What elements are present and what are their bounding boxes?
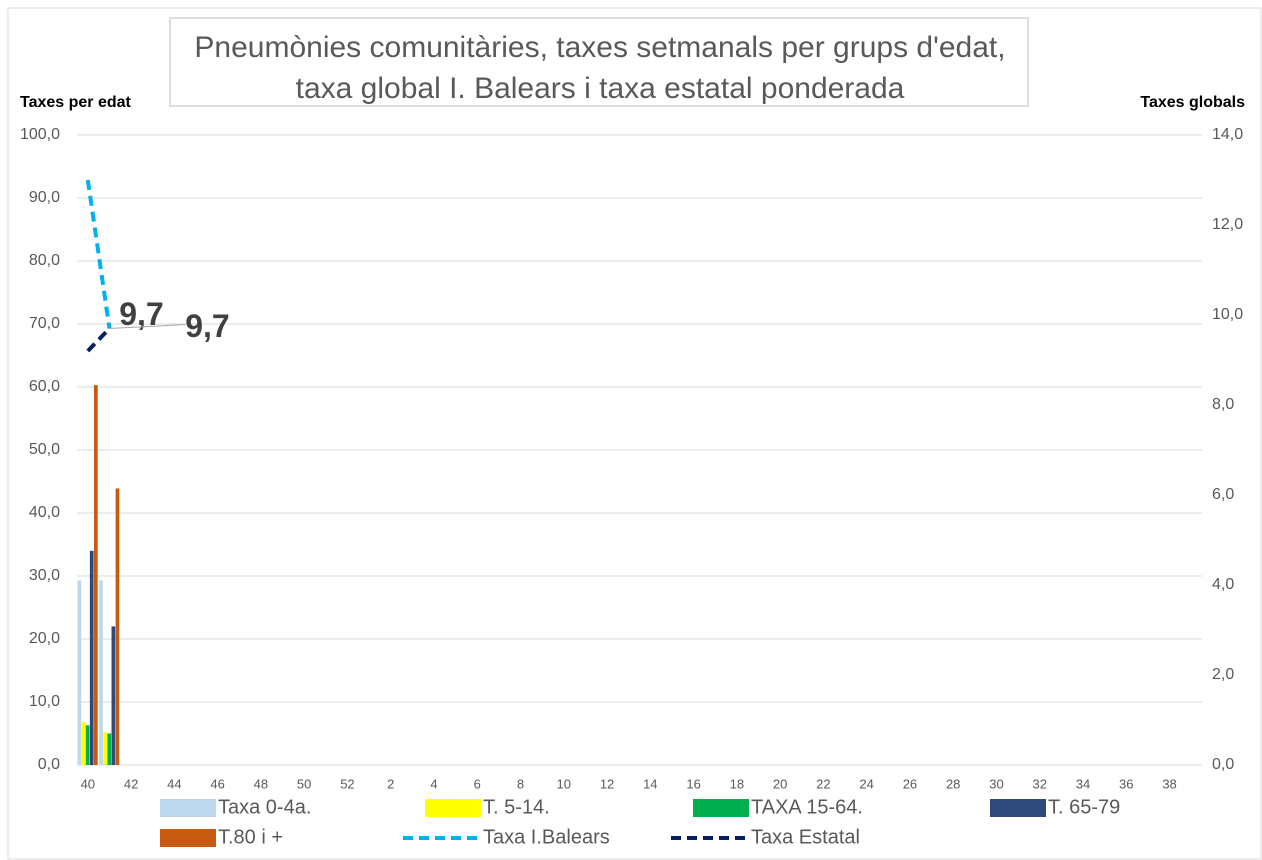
x-tick-label: 14 xyxy=(643,776,657,791)
x-tick-label: 50 xyxy=(297,776,311,791)
bar xyxy=(81,722,86,765)
leader-line xyxy=(109,324,186,329)
line xyxy=(85,179,112,329)
legend-label: T. 65-79 xyxy=(1048,796,1120,818)
y-tick-label: 40,0 xyxy=(29,504,60,521)
y-tick-label: 50,0 xyxy=(29,441,60,458)
bar xyxy=(99,580,103,765)
x-tick-label: 40 xyxy=(81,776,95,791)
x-tick-label: 12 xyxy=(600,776,614,791)
y-tick-label: 80,0 xyxy=(29,252,60,269)
y-tick-label: 10,0 xyxy=(29,693,60,710)
y-axis-title: Taxes per edat xyxy=(20,94,132,111)
bar xyxy=(111,626,116,765)
x-tick-label: 26 xyxy=(903,776,917,791)
y2-tick-label: 2,0 xyxy=(1212,666,1234,683)
bar xyxy=(103,732,107,765)
y-tick-label: 100,0 xyxy=(20,126,60,143)
y-tick-label: 0,0 xyxy=(38,756,60,773)
y2-tick-label: 8,0 xyxy=(1212,396,1234,413)
x-tick-label: 10 xyxy=(557,776,571,791)
x-tick-label: 20 xyxy=(773,776,787,791)
y-tick-label: 60,0 xyxy=(29,378,60,395)
y2-tick-label: 4,0 xyxy=(1212,576,1234,593)
y-tick-label: 30,0 xyxy=(29,567,60,584)
y2-tick-label: 12,0 xyxy=(1212,216,1243,233)
legend-label: T. 5-14. xyxy=(483,796,550,818)
x-tick-label: 38 xyxy=(1162,776,1176,791)
legend-label: Taxa 0-4a. xyxy=(218,796,311,818)
legend-label: T.80 i + xyxy=(218,826,283,848)
legend-swatch xyxy=(990,799,1046,817)
y-tick-label: 20,0 xyxy=(29,630,60,647)
bar xyxy=(77,580,82,765)
y2-tick-label: 14,0 xyxy=(1212,126,1243,143)
legend-label: Taxa I.Balears xyxy=(483,826,610,848)
x-tick-label: 8 xyxy=(517,776,524,791)
bar xyxy=(93,385,98,765)
x-tick-label: 2 xyxy=(387,776,394,791)
legend-swatch xyxy=(160,829,216,847)
x-tick-label: 16 xyxy=(686,776,700,791)
x-tick-label: 46 xyxy=(210,776,224,791)
y2-axis-title: Taxes globals xyxy=(1140,94,1245,111)
x-tick-label: 34 xyxy=(1076,776,1090,791)
x-tick-label: 32 xyxy=(1033,776,1047,791)
y2-tick-label: 6,0 xyxy=(1212,486,1234,503)
x-tick-label: 36 xyxy=(1119,776,1133,791)
legend-swatch xyxy=(425,799,481,817)
x-tick-label: 44 xyxy=(167,776,181,791)
x-tick-label: 4 xyxy=(430,776,437,791)
chart-title: Pneumònies comunitàries, taxes setmanals… xyxy=(194,31,1005,64)
data-label: 9,7 xyxy=(185,308,229,344)
bar xyxy=(115,488,120,765)
x-tick-label: 28 xyxy=(946,776,960,791)
legend-swatch xyxy=(160,799,216,817)
line xyxy=(86,327,111,353)
legend-swatch xyxy=(693,799,749,817)
x-tick-label: 42 xyxy=(124,776,138,791)
x-tick-label: 6 xyxy=(474,776,481,791)
title-box xyxy=(169,17,1029,107)
x-tick-label: 48 xyxy=(254,776,268,791)
x-tick-label: 24 xyxy=(859,776,873,791)
y-tick-label: 90,0 xyxy=(29,189,60,206)
y2-tick-label: 10,0 xyxy=(1212,306,1243,323)
x-tick-label: 18 xyxy=(730,776,744,791)
bar xyxy=(85,725,90,765)
y-tick-label: 70,0 xyxy=(29,315,60,332)
chart-border xyxy=(7,7,1262,860)
x-tick-label: 52 xyxy=(340,776,354,791)
x-tick-label: 22 xyxy=(816,776,830,791)
x-tick-label: 30 xyxy=(989,776,1003,791)
legend-label: TAXA 15-64. xyxy=(751,796,863,818)
legend-label: Taxa Estatal xyxy=(751,826,860,848)
bar xyxy=(89,550,94,765)
chart-title: taxa global I. Balears i taxa estatal po… xyxy=(296,72,905,105)
y2-tick-label: 0,0 xyxy=(1212,756,1234,773)
bar xyxy=(107,733,112,765)
